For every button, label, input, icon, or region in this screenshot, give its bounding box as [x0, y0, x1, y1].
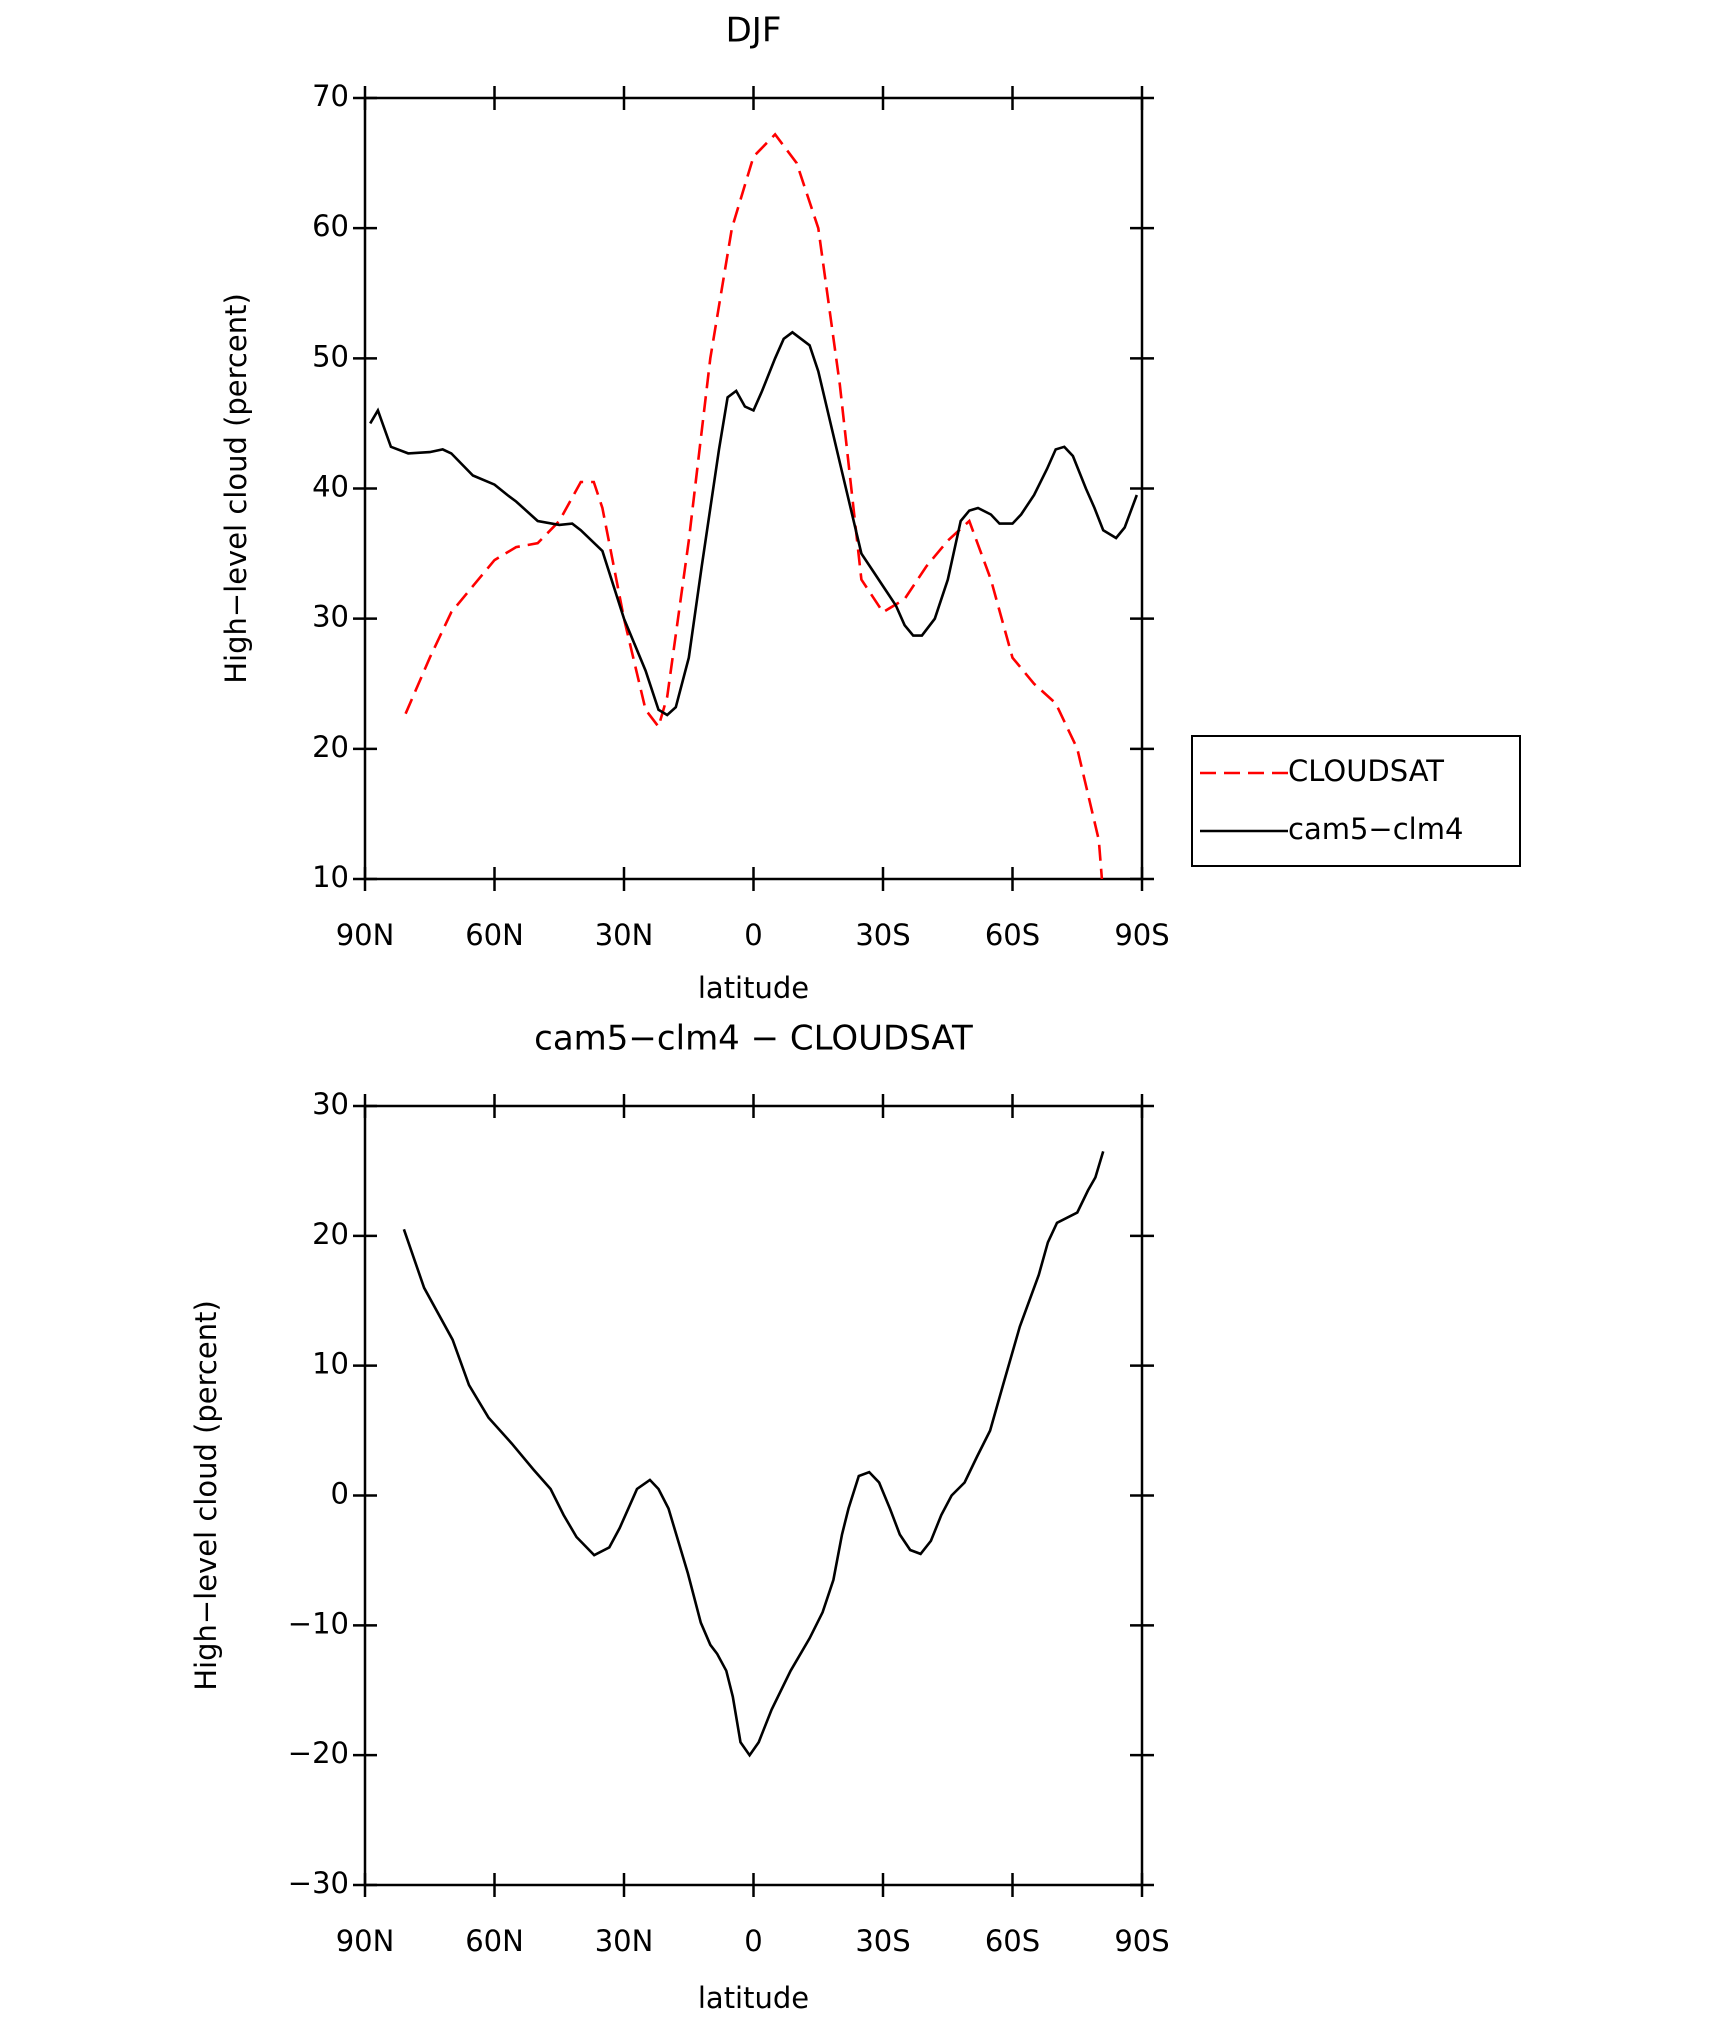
y-axis-label: High−level cloud (percent)	[189, 1300, 223, 1691]
x-axis-label: latitude	[698, 971, 809, 1005]
x-tick-label: 90S	[1114, 1924, 1169, 1958]
x-tick-label: 90S	[1114, 918, 1169, 952]
x-tick-label: 30N	[595, 918, 654, 952]
y-tick-label: −30	[288, 1866, 349, 1900]
y-tick-label: 70	[312, 79, 349, 113]
legend-label: cam5−clm4	[1288, 812, 1463, 846]
x-tick-label: 60N	[465, 1924, 524, 1958]
y-tick-label: −20	[288, 1736, 349, 1770]
plot-frame	[363, 96, 1144, 881]
data-line	[404, 132, 1104, 880]
y-tick-label: 20	[312, 1217, 349, 1251]
y-tick-label: 10	[312, 1347, 349, 1381]
x-tick-label: 60N	[465, 918, 524, 952]
x-tick-label: 90N	[336, 1924, 395, 1958]
y-tick-label: 50	[312, 339, 349, 373]
chart-title: DJF	[726, 11, 782, 51]
x-axis-label: latitude	[698, 1981, 809, 2015]
y-tick-label: 30	[312, 600, 349, 634]
y-tick-label: 60	[312, 209, 349, 243]
data-line	[402, 1151, 1105, 1758]
x-tick-label: 0	[744, 918, 762, 952]
chart-title: cam5−clm4 − CLOUDSAT	[534, 1019, 973, 1059]
y-tick-label: 10	[312, 860, 349, 894]
x-tick-label: 30N	[595, 1924, 654, 1958]
y-tick-label: 0	[331, 1477, 349, 1511]
x-tick-label: 90N	[336, 918, 395, 952]
y-tick-label: 30	[312, 1087, 349, 1121]
x-tick-label: 30S	[855, 918, 910, 952]
y-tick-label: 40	[312, 470, 349, 504]
y-tick-label: −10	[288, 1606, 349, 1640]
y-axis-label: High−level cloud (percent)	[219, 293, 253, 684]
x-tick-label: 60S	[985, 1924, 1040, 1958]
x-tick-label: 0	[744, 1924, 762, 1958]
x-tick-label: 60S	[985, 918, 1040, 952]
legend-label: CLOUDSAT	[1288, 754, 1444, 788]
plot-frame	[363, 1104, 1144, 1887]
legend-box	[1191, 735, 1521, 867]
y-tick-label: 20	[312, 730, 349, 764]
data-line	[369, 330, 1139, 717]
x-tick-label: 30S	[855, 1924, 910, 1958]
